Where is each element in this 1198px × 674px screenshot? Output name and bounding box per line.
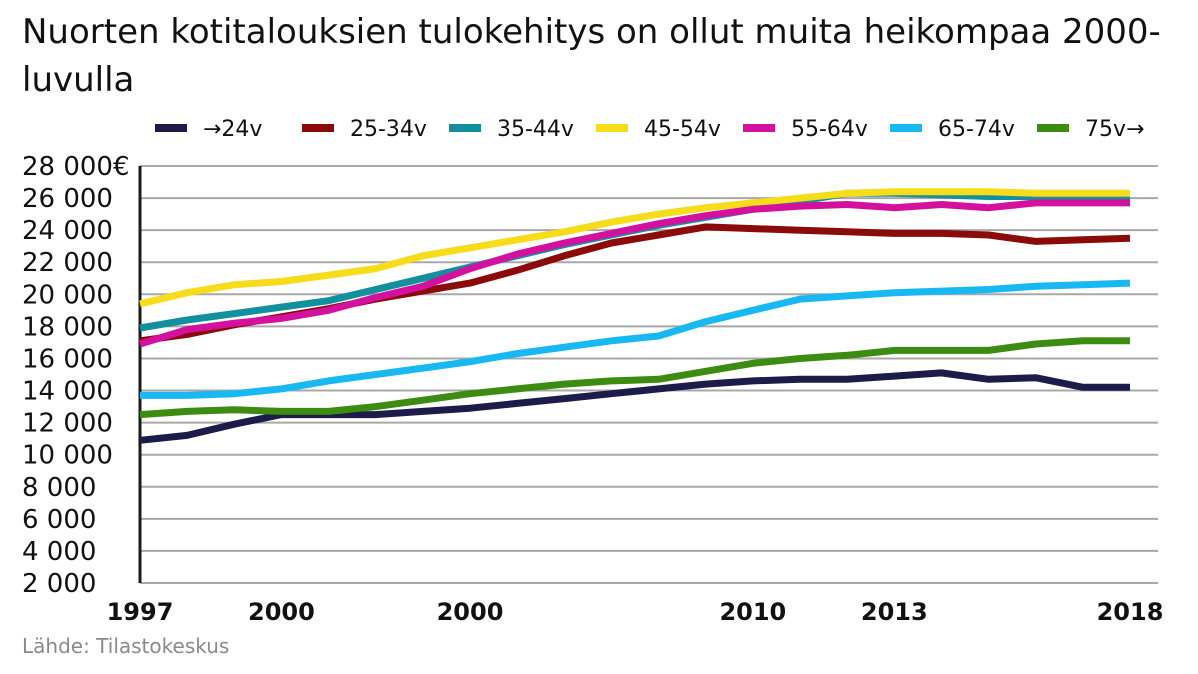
series-line-4 (138, 199, 1130, 348)
x-tick-label: 2013 (861, 598, 928, 626)
y-tick-label: 28 000€ (22, 152, 130, 182)
legend-label-6: 75v→ (1085, 117, 1144, 142)
legend-label-3: 45-54v (644, 117, 721, 142)
x-tick-label: 1997 (107, 598, 174, 626)
y-tick-label: 24 000 (22, 216, 113, 246)
legend-label-0: →24v (203, 117, 262, 142)
y-tick-label: 2 000 (22, 569, 96, 599)
x-tick-label: 2018 (1097, 598, 1164, 626)
series-line-6 (139, 337, 1130, 419)
legend-label-4: 55-64v (791, 117, 868, 142)
y-tick-label: 18 000 (22, 312, 113, 342)
legend: →24v 25-34v 35-44v 45-54v 55-64v 65-74v 75v→ (155, 117, 1144, 142)
series-lines (138, 188, 1131, 444)
legend-label-5: 65-74v (938, 117, 1015, 142)
series-line-2 (139, 189, 1130, 332)
y-tick-label: 20 000 (22, 280, 113, 310)
y-tick-label: 22 000 (22, 248, 113, 278)
x-tick-label: 2000 (248, 598, 315, 626)
x-tick-label: 2010 (719, 598, 786, 626)
y-tick-label: 16 000 (22, 344, 113, 374)
series-line-5 (140, 279, 1131, 399)
y-tick-label: 8 000 (22, 473, 96, 503)
chart-title: Nuorten kotitalouksien tulokehitys on ol… (22, 12, 1161, 100)
legend-label-2: 35-44v (497, 117, 574, 142)
y-tick-label: 14 000 (22, 377, 113, 407)
y-tick-label: 10 000 (22, 441, 113, 471)
x-tick-label: 2000 (437, 598, 504, 626)
y-tick-label: 4 000 (22, 537, 96, 567)
series-line-3 (139, 188, 1130, 308)
legend-label-1: 25-34v (350, 117, 427, 142)
y-tick-label: 26 000 (22, 184, 113, 214)
y-tick-label: 6 000 (22, 505, 96, 535)
x-axis: 1997 2000 2000 2010 2013 2018 (107, 598, 1164, 626)
source-note: Lähde: Tilastokeskus (22, 634, 230, 658)
y-tick-label: 12 000 (22, 409, 113, 439)
